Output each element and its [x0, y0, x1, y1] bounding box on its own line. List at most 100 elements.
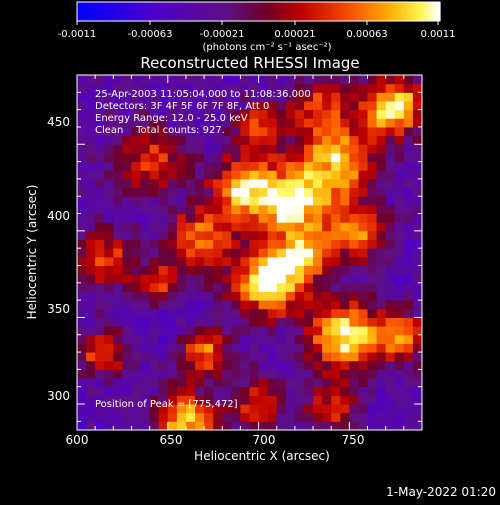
heatmap-cell	[231, 126, 241, 137]
heatmap-cell	[385, 222, 396, 232]
heatmap-cell	[122, 75, 132, 85]
heatmap-cell	[276, 178, 287, 189]
heatmap-cell	[249, 248, 260, 258]
heatmap-cell	[349, 274, 359, 284]
heatmap-cell	[331, 343, 341, 353]
heatmap-cell	[213, 83, 223, 93]
colorbar-cell	[329, 2, 333, 21]
heatmap-cell	[113, 248, 123, 258]
heatmap-cell	[140, 404, 151, 414]
heatmap-cell	[158, 135, 169, 145]
heatmap-cell	[294, 118, 305, 128]
heatmap-cell	[303, 196, 314, 206]
heatmap-cell	[104, 378, 114, 388]
heatmap-cell	[167, 248, 178, 258]
heatmap-cell	[367, 369, 378, 379]
heatmap-cell	[294, 204, 305, 215]
heatmap-cell	[167, 369, 178, 379]
colorbar-cell	[158, 2, 162, 21]
colorbar-cell	[281, 2, 285, 21]
heatmap-cell	[313, 256, 323, 266]
heatmap-cell	[385, 352, 396, 362]
heatmap-cell	[376, 308, 387, 318]
heatmap-cell	[77, 369, 87, 379]
heatmap-cell	[313, 178, 323, 189]
heatmap-cell	[385, 75, 396, 85]
heatmap-cell	[167, 75, 178, 85]
heatmap-cell	[140, 118, 151, 128]
heatmap-cell	[77, 300, 87, 310]
heatmap-cell	[231, 92, 241, 102]
heatmap-cell	[86, 352, 96, 362]
y-tick-label: 300	[47, 389, 70, 403]
heatmap-cell	[195, 256, 205, 266]
heatmap-cell	[294, 109, 305, 119]
heatmap-cell	[385, 300, 396, 310]
colorbar-cell	[176, 2, 180, 21]
heatmap-cell	[240, 378, 250, 388]
heatmap-cell	[131, 248, 142, 258]
heatmap-cell	[113, 282, 123, 292]
heatmap-cell	[213, 317, 223, 327]
heatmap-cell	[367, 135, 378, 145]
heatmap-cell	[86, 170, 96, 180]
heatmap-cell	[122, 126, 132, 137]
heatmap-cell	[95, 352, 105, 362]
heatmap-cell	[322, 378, 332, 388]
heatmap-cell	[349, 308, 359, 318]
heatmap-cell	[376, 256, 387, 266]
heatmap-cell	[285, 265, 296, 275]
heatmap-cell	[131, 282, 142, 292]
heatmap-cell	[158, 222, 169, 232]
heatmap-cell	[267, 222, 278, 232]
heatmap-cell	[412, 265, 423, 275]
heatmap-cell	[367, 126, 378, 137]
heatmap-cell	[213, 230, 223, 241]
heatmap-cell	[249, 196, 260, 206]
heatmap-cell	[249, 170, 260, 180]
heatmap-cell	[149, 187, 160, 197]
heatmap-cell	[376, 395, 387, 405]
heatmap-cell	[412, 343, 423, 353]
colorbar-cell	[413, 2, 417, 21]
heatmap-cell	[149, 412, 160, 422]
heatmap-cell	[113, 126, 123, 137]
heatmap-cell	[349, 326, 359, 336]
heatmap-cell	[95, 75, 105, 85]
heatmap-cell	[285, 343, 296, 353]
heatmap-cell	[86, 412, 96, 422]
heatmap-cell	[285, 109, 296, 119]
colorbar-cell	[407, 2, 411, 21]
heatmap-cell	[113, 170, 123, 180]
heatmap-cell	[95, 360, 105, 370]
heatmap-cell	[276, 144, 287, 154]
heatmap-cell	[149, 92, 160, 102]
heatmap-cell	[276, 360, 287, 370]
heatmap-cell	[276, 248, 287, 258]
heatmap-cell	[213, 300, 223, 310]
heatmap-cell	[113, 222, 123, 232]
heatmap-cell	[213, 118, 223, 128]
heatmap-cell	[149, 248, 160, 258]
heatmap-cell	[113, 204, 123, 215]
heatmap-cell	[195, 326, 205, 336]
colorbar-cell	[323, 2, 327, 21]
heatmap-cell	[394, 404, 405, 414]
heatmap-cell	[195, 213, 205, 223]
heatmap-cell	[158, 187, 169, 197]
heatmap-cell	[249, 83, 260, 93]
heatmap-cell	[285, 196, 296, 206]
heatmap-cell	[349, 256, 359, 266]
heatmap-cell	[313, 369, 323, 379]
heatmap-cell	[95, 395, 105, 405]
heatmap-cell	[385, 412, 396, 422]
heatmap-cell	[385, 161, 396, 171]
heatmap-cell	[331, 92, 341, 102]
heatmap-cell	[276, 334, 287, 344]
heatmap-cell	[394, 187, 405, 197]
heatmap-cell	[222, 360, 232, 370]
heatmap-cell	[195, 308, 205, 318]
heatmap-cell	[294, 369, 305, 379]
heatmap-cell	[285, 412, 296, 422]
heatmap-cell	[294, 75, 305, 85]
